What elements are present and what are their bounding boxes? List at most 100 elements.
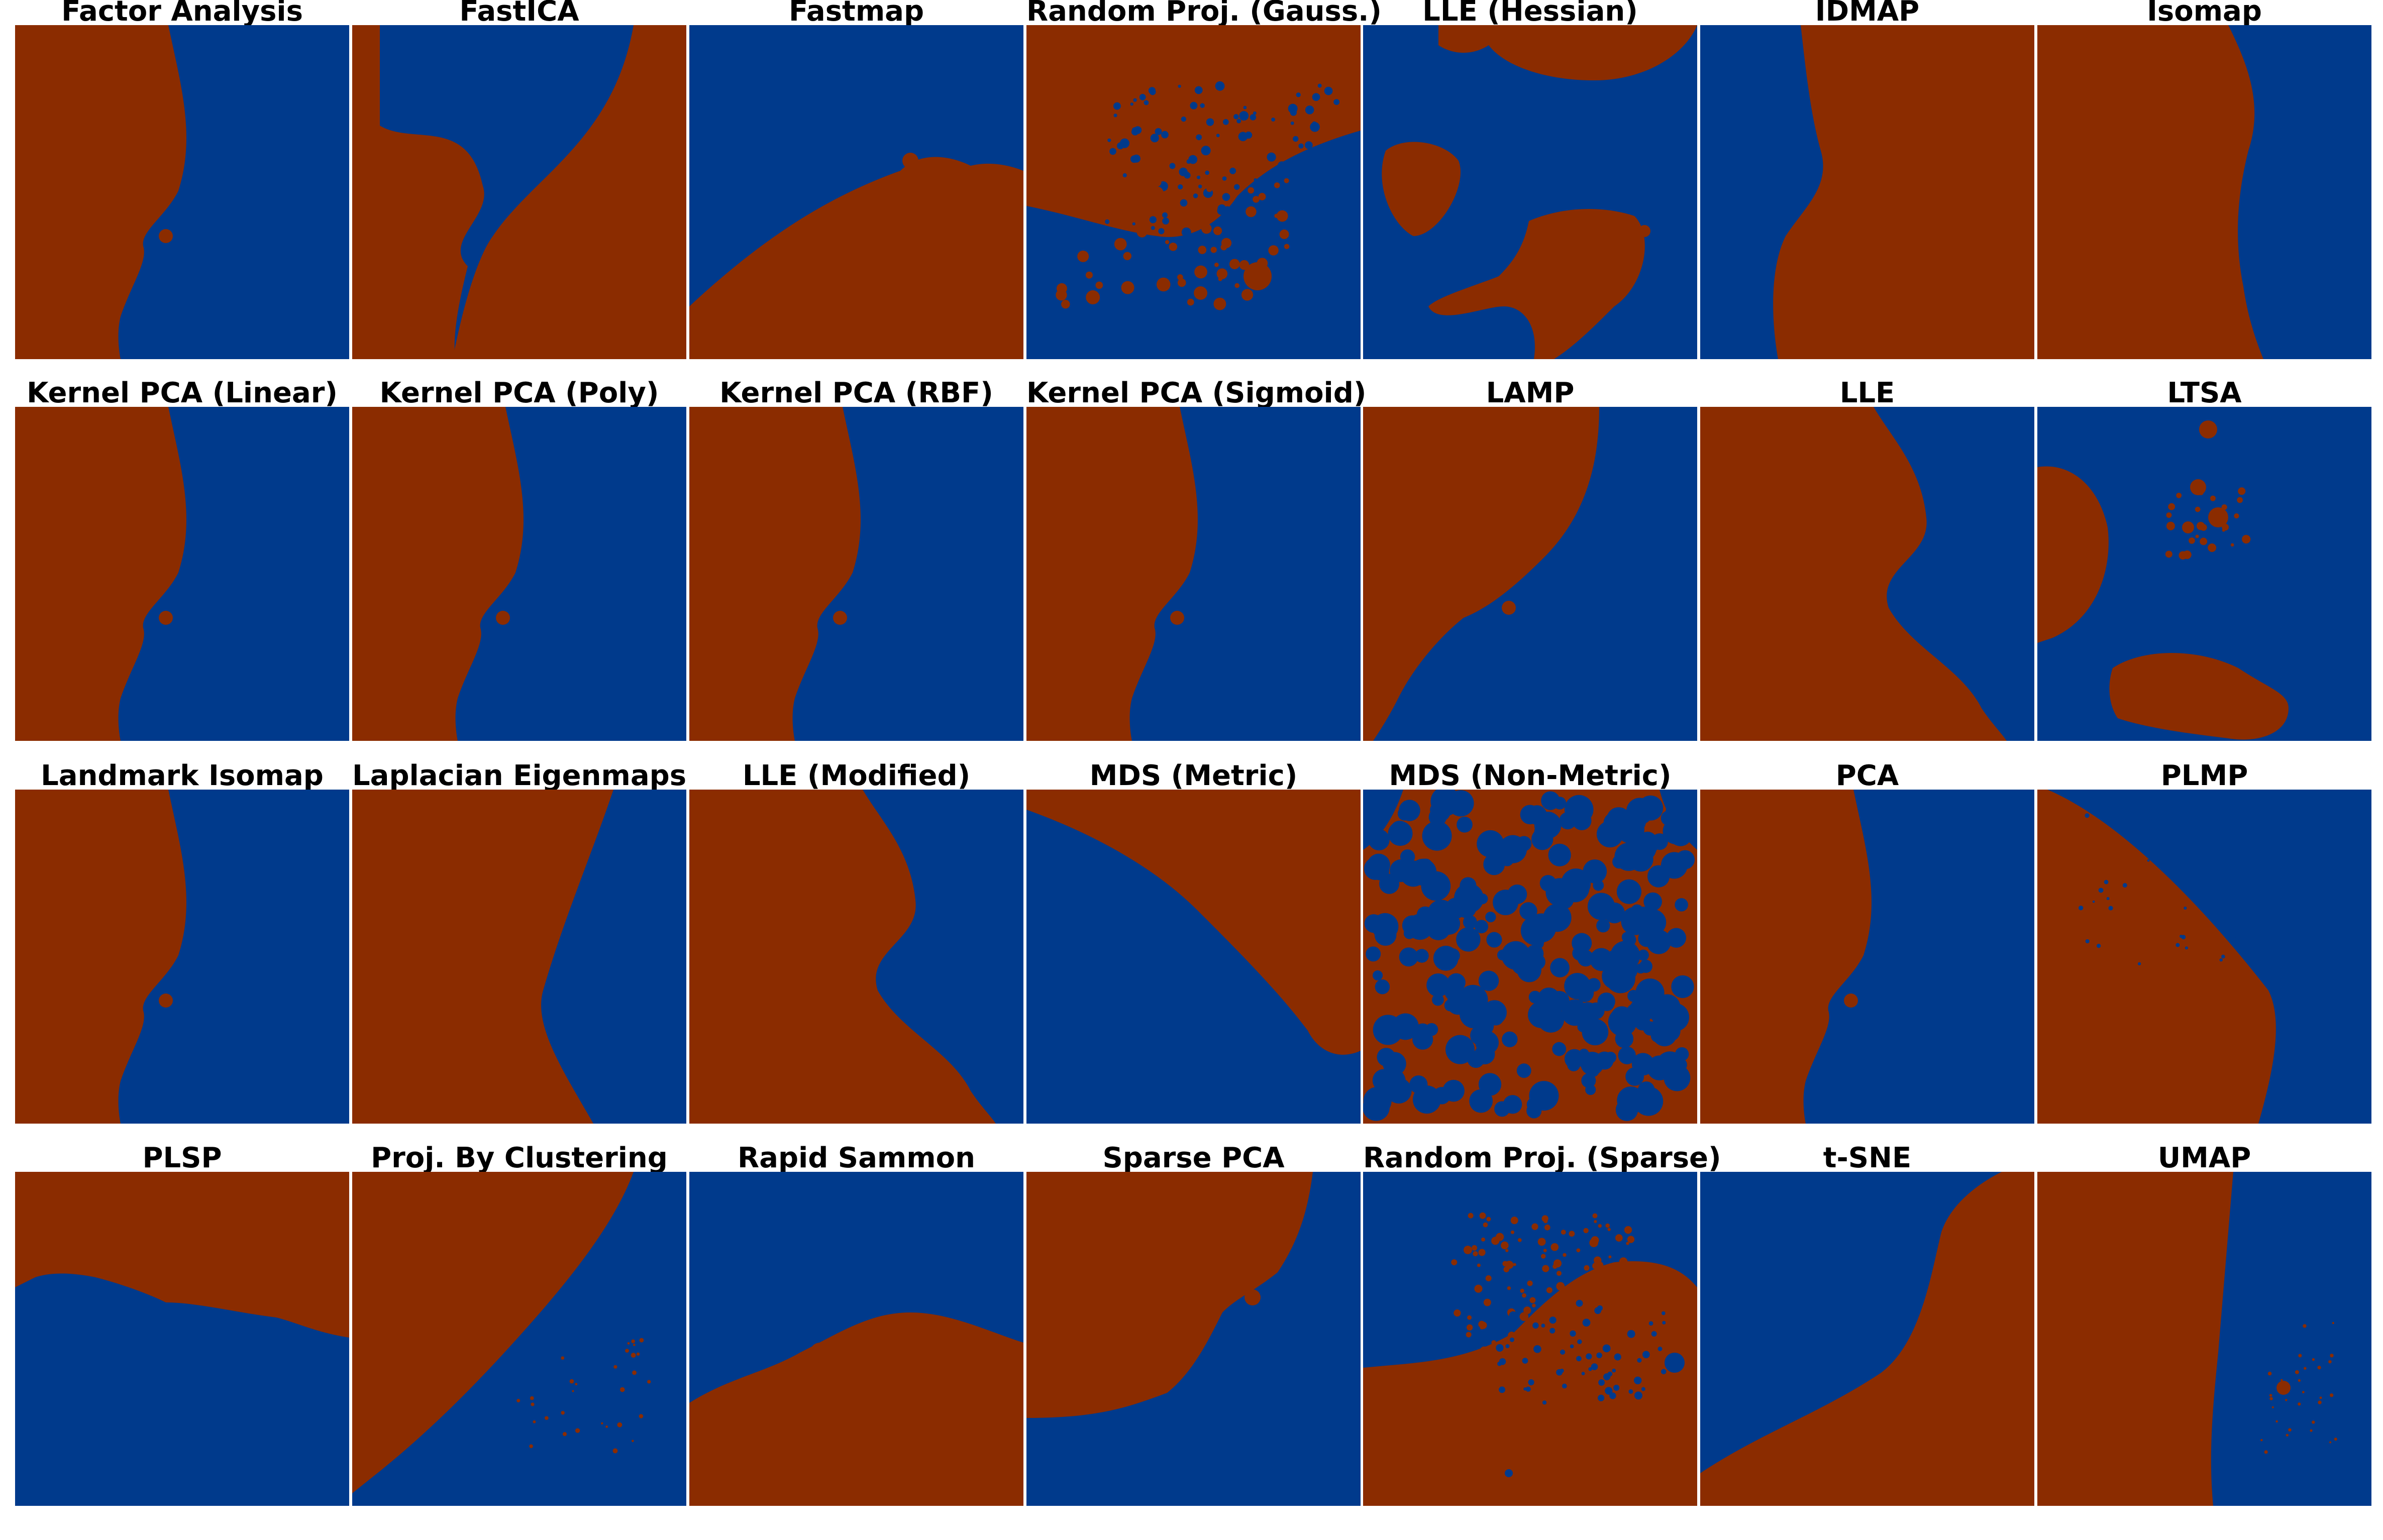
panel-idmap: IDMAP xyxy=(1700,0,2034,359)
panel-title: FastICA xyxy=(459,0,579,28)
panel-title: Sparse PCA xyxy=(1102,1142,1285,1174)
decision-map-plot xyxy=(1700,1172,2034,1506)
decision-map-plot xyxy=(1700,25,2034,359)
decision-regions xyxy=(689,1172,1023,1506)
decision-regions xyxy=(1700,25,2034,359)
panel-title: Laplacian Eigenmaps xyxy=(352,759,687,792)
panel-pca: PCA xyxy=(1700,762,2034,1124)
panel-title: Proj. By Clustering xyxy=(371,1142,668,1174)
decision-map-plot xyxy=(15,790,349,1124)
panel-title: Kernel PCA (Poly) xyxy=(379,377,659,409)
panel-isomap: Isomap xyxy=(2037,0,2371,359)
panel-plmp: PLMP xyxy=(2037,762,2371,1124)
panel-kernel-pca-poly: Kernel PCA (Poly) xyxy=(352,379,686,741)
panel-mds-non-metric: MDS (Non-Metric) xyxy=(1363,762,1697,1124)
decision-regions xyxy=(1363,25,1697,359)
panel-title: IDMAP xyxy=(1815,0,1920,28)
decision-regions xyxy=(689,407,1023,741)
panel-title: PLSP xyxy=(142,1142,222,1174)
decision-regions xyxy=(1700,790,2034,1124)
decision-regions xyxy=(15,1172,349,1506)
panel-title: Kernel PCA (Sigmoid) xyxy=(1026,377,1367,409)
decision-map-plot xyxy=(689,1172,1023,1506)
panel-landmark-isomap: Landmark Isomap xyxy=(15,762,349,1124)
decision-map-plot xyxy=(15,1172,349,1506)
panel-laplacian-eigenmaps: Laplacian Eigenmaps xyxy=(352,762,686,1124)
panel-random-proj-sparse: Random Proj. (Sparse) xyxy=(1363,1142,1721,1506)
panel-lle-modified: LLE (Modified) xyxy=(689,762,1023,1124)
decision-regions xyxy=(352,407,686,741)
decision-map-plot xyxy=(2037,407,2371,741)
panel-mds-metric: MDS (Metric) xyxy=(1026,762,1361,1124)
panel-fastmap: Fastmap xyxy=(689,0,1023,359)
decision-map-plot xyxy=(352,790,686,1124)
decision-regions xyxy=(1700,407,2034,741)
panel-title: Kernel PCA (RBF) xyxy=(719,377,993,409)
decision-map-plot xyxy=(2037,790,2371,1124)
decision-regions xyxy=(352,1172,686,1506)
decision-map-plot xyxy=(1700,790,2034,1124)
panel-title: Fastmap xyxy=(788,0,924,28)
panel-title: LLE (Hessian) xyxy=(1422,0,1638,28)
decision-map-plot xyxy=(352,1172,686,1506)
decision-regions xyxy=(1026,407,1361,741)
panel-title: Isomap xyxy=(2147,0,2262,28)
panel-title: t-SNE xyxy=(1823,1142,1912,1174)
decision-regions xyxy=(2037,1172,2371,1506)
panel-lle-hessian: LLE (Hessian) xyxy=(1363,0,1697,359)
decision-regions xyxy=(1363,407,1697,741)
decision-map-plot xyxy=(689,790,1023,1124)
decision-regions xyxy=(1026,25,1361,359)
panel-title: Kernel PCA (Linear) xyxy=(27,377,338,409)
panel-title: PCA xyxy=(1835,759,1899,792)
panel-title: Landmark Isomap xyxy=(41,759,324,792)
decision-regions xyxy=(689,25,1023,359)
panel-kernel-pca-linear: Kernel PCA (Linear) xyxy=(15,379,349,741)
panel-title: MDS (Metric) xyxy=(1089,759,1298,792)
decision-map-plot xyxy=(2037,1172,2371,1506)
decision-map-plot xyxy=(15,407,349,741)
panel-title: Factor Analysis xyxy=(61,0,303,28)
decision-map-plot xyxy=(352,25,686,359)
panel-plsp: PLSP xyxy=(15,1144,349,1506)
panel-title: LLE xyxy=(1839,377,1895,409)
panel-title: LAMP xyxy=(1486,377,1575,409)
decision-map-plot xyxy=(1026,1172,1361,1506)
decision-map-plot xyxy=(1026,25,1361,359)
decision-regions xyxy=(15,25,349,359)
decision-map-plot xyxy=(1363,25,1697,359)
decision-map-plot xyxy=(1363,407,1697,741)
decision-map-plot xyxy=(1026,407,1361,741)
decision-regions xyxy=(1363,1172,1697,1506)
panel-random-proj-gauss: Random Proj. (Gauss.) xyxy=(1026,0,1382,359)
decision-map-plot xyxy=(352,407,686,741)
decision-map-plot xyxy=(1363,790,1697,1124)
panel-title: Random Proj. (Gauss.) xyxy=(1026,0,1382,28)
decision-regions xyxy=(2037,407,2371,741)
decision-regions xyxy=(352,25,686,359)
panel-umap: UMAP xyxy=(2037,1144,2371,1506)
decision-regions xyxy=(1026,1172,1361,1506)
panel-proj-by-clustering: Proj. By Clustering xyxy=(352,1144,686,1506)
panel-title: LLE (Modified) xyxy=(742,759,971,792)
decision-regions xyxy=(15,407,349,741)
decision-map-plot xyxy=(689,25,1023,359)
panel-lle: LLE xyxy=(1700,379,2034,741)
panel-title: UMAP xyxy=(2157,1142,2251,1174)
panel-sparse-pca: Sparse PCA xyxy=(1026,1144,1361,1506)
decision-regions xyxy=(352,790,686,1124)
decision-regions xyxy=(689,790,1023,1124)
decision-regions xyxy=(2037,790,2371,1124)
panel-kernel-pca-sigmoid: Kernel PCA (Sigmoid) xyxy=(1026,377,1367,741)
panel-ltsa: LTSA xyxy=(2037,379,2371,741)
panel-factor-analysis: Factor Analysis xyxy=(15,0,349,359)
panel-lamp: LAMP xyxy=(1363,379,1697,741)
decision-map-plot xyxy=(15,25,349,359)
panel-title: PLMP xyxy=(2160,759,2248,792)
decision-map-plot xyxy=(1026,790,1361,1124)
panel-title: Random Proj. (Sparse) xyxy=(1363,1142,1721,1174)
panel-fastica: FastICA xyxy=(352,0,686,359)
decision-map-plot xyxy=(2037,25,2371,359)
decision-regions xyxy=(1026,790,1361,1124)
panel-rapid-sammon: Rapid Sammon xyxy=(689,1144,1023,1506)
